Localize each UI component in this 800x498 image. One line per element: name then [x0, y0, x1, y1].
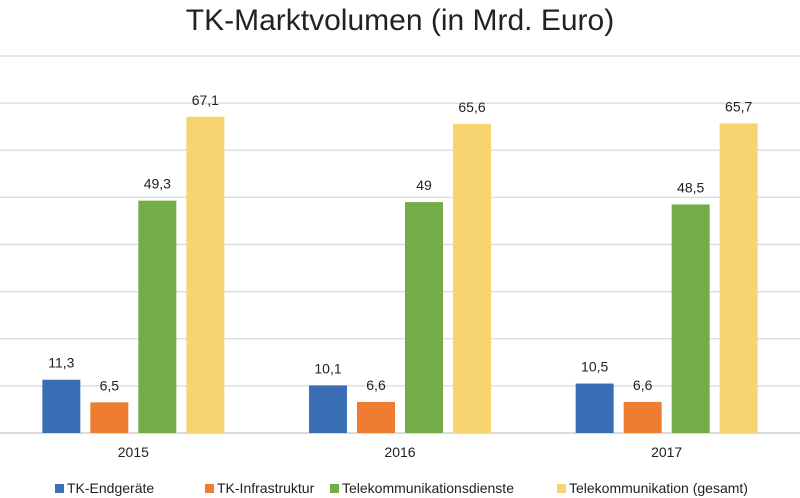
- bar: [42, 379, 81, 433]
- bar: [357, 401, 395, 433]
- bar: [575, 383, 614, 433]
- x-tick-label: 2015: [118, 444, 149, 460]
- bar: [671, 204, 710, 433]
- data-label: 49,3: [144, 176, 171, 192]
- data-label: 10,1: [314, 360, 341, 376]
- legend-item: Telekommunikation (gesamt): [557, 480, 748, 496]
- legend-swatch: [330, 484, 339, 493]
- bar: [309, 385, 347, 433]
- legend-swatch: [55, 484, 64, 493]
- x-axis: 2015 2016 2017: [118, 444, 683, 460]
- legend-swatch: [205, 484, 214, 493]
- data-label: 48,5: [677, 179, 704, 195]
- bar: [453, 123, 491, 434]
- legend-swatch: [557, 484, 566, 493]
- legend-item: TK-Endgeräte: [55, 480, 154, 496]
- bars: [42, 116, 758, 434]
- data-label: 49: [416, 177, 432, 193]
- legend-label: Telekommunikation (gesamt): [569, 480, 748, 496]
- x-tick-label: 2016: [384, 444, 415, 460]
- legend-item: Telekommunikationsdienste: [330, 480, 514, 496]
- bar: [186, 116, 225, 433]
- data-label: 10,5: [581, 359, 608, 375]
- data-label: 6,5: [100, 377, 120, 393]
- bar: [138, 200, 177, 433]
- gridlines: [0, 55, 800, 434]
- x-tick-label: 2017: [651, 444, 682, 460]
- bar: [90, 402, 129, 433]
- data-label: 65,6: [458, 99, 485, 115]
- legend-item: TK-Infrastruktur: [205, 480, 315, 496]
- legend-label: TK-Infrastruktur: [217, 480, 315, 496]
- data-label: 6,6: [366, 377, 386, 393]
- legend: TK-Endgeräte TK-Infrastruktur Telekommunik…: [55, 480, 748, 496]
- data-label: 67,1: [192, 92, 219, 108]
- legend-label: TK-Endgeräte: [67, 480, 154, 496]
- chart-title: TK-Marktvolumen (in Mrd. Euro): [186, 4, 614, 37]
- legend-label: Telekommunikationsdienste: [342, 480, 514, 496]
- data-label: 65,7: [725, 98, 752, 114]
- data-label: 6,6: [633, 377, 653, 393]
- data-label: 11,3: [48, 355, 74, 371]
- data-labels: 11,3 6,5 49,3 67,1 10,1 6,6 49 65,6 10,5 6,6 48,5 6…: [48, 92, 752, 394]
- bar: [405, 202, 443, 433]
- bar: [719, 123, 758, 434]
- bar: [623, 401, 662, 433]
